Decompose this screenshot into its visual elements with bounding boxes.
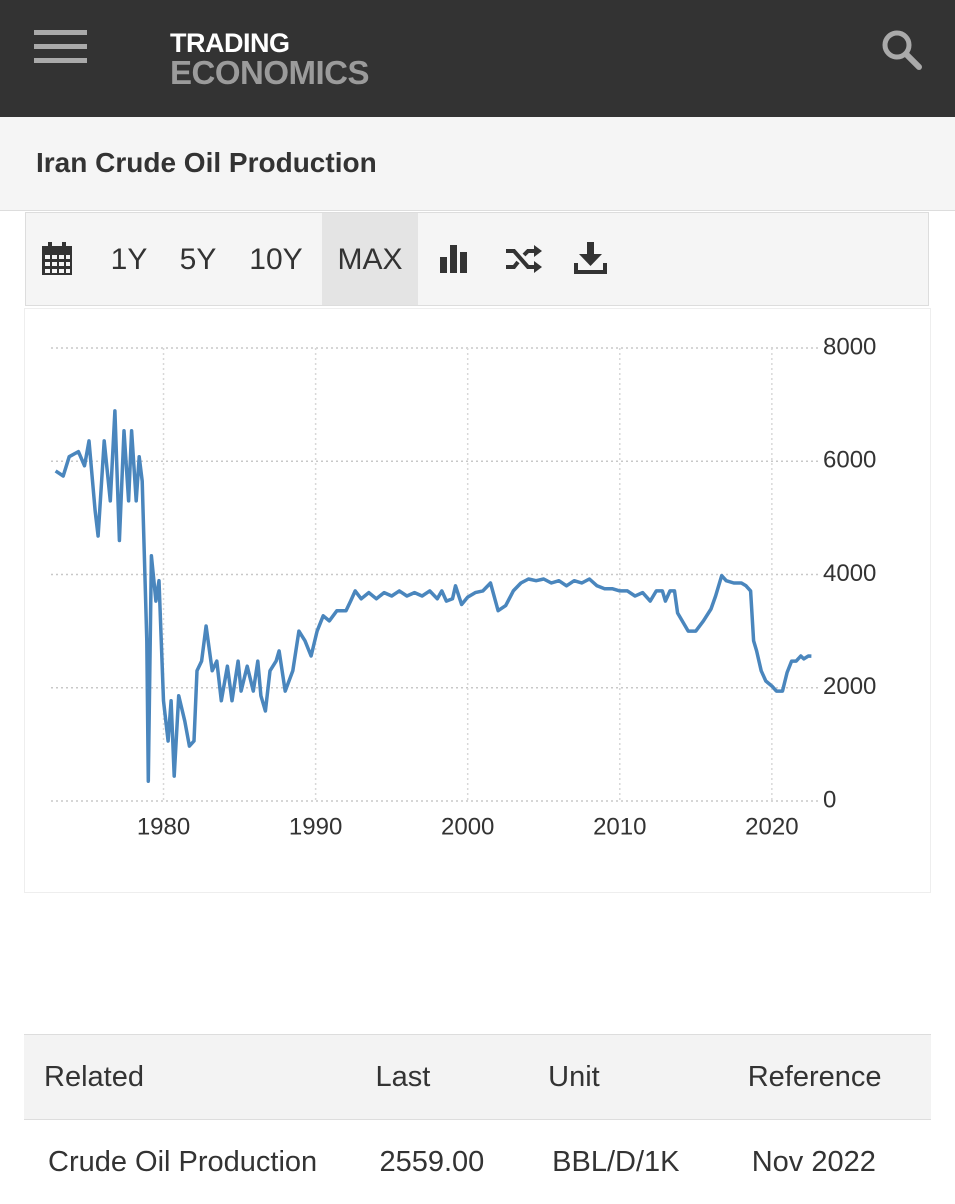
y-tick-label: 4000 (823, 560, 876, 587)
column-header: Last (355, 1035, 528, 1120)
compare-icon[interactable] (504, 243, 544, 275)
table-cell: 2559.00 (355, 1120, 528, 1204)
x-tick-label: 2000 (441, 813, 494, 840)
column-header: Related (24, 1035, 355, 1120)
logo-bottom[interactable]: ECONOMICS (170, 54, 369, 92)
page-title: Iran Crude Oil Production (36, 147, 377, 179)
chart: 0 2000 4000 6000 8000 1980 1990 2000 2010 2020 (25, 309, 930, 892)
y-tick-label: 2000 (823, 673, 876, 700)
range-button[interactable]: 5Y (169, 213, 227, 305)
x-tick-label: 1990 (289, 813, 342, 840)
title-bar: Iran Crude Oil Production (0, 117, 955, 211)
top-bar: TRADING ECONOMICS (0, 0, 955, 117)
x-tick-label: 2020 (745, 813, 798, 840)
x-tick-label: 1980 (137, 813, 190, 840)
data-line (56, 411, 812, 781)
range-button[interactable]: 10Y (238, 213, 314, 305)
download-icon[interactable] (574, 241, 608, 275)
x-tick-label: 2010 (593, 813, 646, 840)
column-header: Unit (528, 1035, 728, 1120)
chart-panel: 0 2000 4000 6000 8000 1980 1990 2000 2010 2020 (24, 308, 931, 893)
y-tick-label: 6000 (823, 447, 876, 474)
column-header: Reference (728, 1035, 931, 1120)
table-cell: BBL/D/1K (528, 1120, 728, 1204)
calendar-icon[interactable] (41, 242, 73, 276)
range-button[interactable]: MAX (322, 213, 418, 305)
menu-icon[interactable] (34, 30, 94, 70)
search-icon[interactable] (880, 28, 924, 72)
table-cell: Crude Oil Production (24, 1120, 355, 1204)
y-tick-label: 0 (823, 786, 836, 813)
table-cell: Nov 2022 (728, 1120, 931, 1204)
range-button[interactable]: 1Y (98, 213, 160, 305)
chart-type-icon[interactable] (439, 243, 471, 275)
y-tick-label: 8000 (823, 333, 876, 360)
